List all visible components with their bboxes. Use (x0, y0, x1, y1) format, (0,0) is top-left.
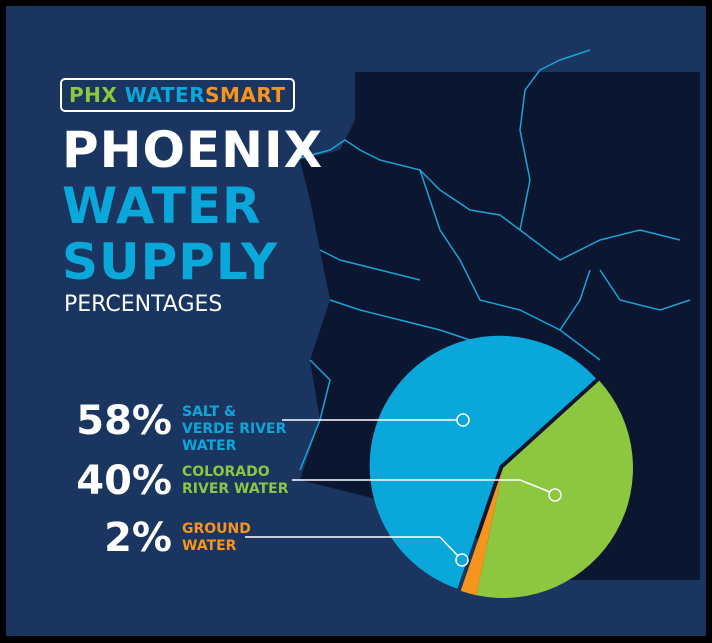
category-label: SALT & VERDE RIVER WATER (182, 404, 287, 454)
pie-slice (460, 468, 503, 596)
category-label: GROUND WATER (182, 521, 251, 554)
category-label: COLORADO RIVER WATER (182, 464, 289, 497)
subtitle: PERCENTAGES (64, 292, 223, 317)
title: PHOENIX (62, 121, 324, 179)
title: WATER (62, 177, 262, 235)
logo-part: PHX (69, 83, 118, 107)
logo-part: WATER (124, 83, 206, 107)
pie-slice (369, 335, 596, 589)
value-label: 40% (76, 458, 172, 504)
logo: PHX WATERSMART (60, 78, 295, 112)
connectors (245, 413, 562, 567)
value-label: 58% (76, 398, 172, 444)
value-label: 2% (104, 515, 172, 561)
title: SUPPLY (62, 233, 279, 291)
rivers (299, 49, 691, 471)
logo-part: SMART (205, 83, 286, 107)
